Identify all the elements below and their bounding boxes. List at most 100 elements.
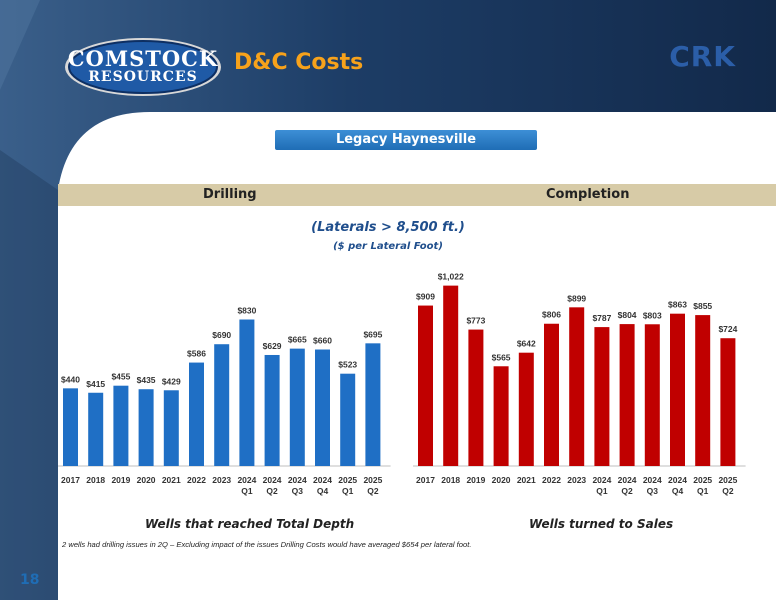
data-label: $586 — [187, 349, 206, 359]
category-tick-label: Q2 — [266, 486, 278, 496]
category-tick-label: Q1 — [241, 486, 253, 496]
category-tick-label: 2024 — [592, 475, 611, 485]
data-label: $830 — [237, 306, 256, 316]
category-tick-label: 2024 — [263, 475, 282, 485]
category-tick-label: 2021 — [517, 475, 536, 485]
completion-bar — [720, 338, 736, 466]
drilling-bar — [163, 390, 179, 466]
footnote: 2 wells had drilling issues in 2Q – Excl… — [62, 540, 472, 549]
drilling-bar — [315, 349, 330, 466]
category-tick-label: 2018 — [86, 475, 105, 485]
company-logo: COMSTOCK RESOURCES — [64, 37, 222, 97]
section-label: Legacy Haynesville — [275, 130, 537, 150]
completion-bar — [569, 307, 585, 466]
category-tick-label: 2022 — [187, 475, 206, 485]
category-tick-label: 2025 — [338, 475, 357, 485]
category-tick-label: 2024 — [237, 475, 256, 485]
completion-bar — [695, 315, 711, 466]
data-label: $1,022 — [438, 272, 464, 282]
data-label: $523 — [338, 360, 357, 370]
completion-bar — [518, 352, 534, 466]
data-label: $415 — [86, 379, 105, 389]
category-tick-label: Q2 — [367, 486, 379, 496]
category-tick-label: 2018 — [441, 475, 460, 485]
completion-bar — [594, 327, 610, 466]
category-tick-label: 2019 — [111, 475, 130, 485]
logo-line1: COMSTOCK — [67, 46, 219, 71]
data-label: $724 — [718, 324, 737, 334]
completion-bar — [418, 305, 433, 466]
data-label: $629 — [263, 341, 282, 351]
category-tick-label: Q3 — [292, 486, 304, 496]
data-label: $787 — [592, 313, 611, 323]
data-label: $660 — [313, 336, 332, 346]
completion-bar — [468, 329, 484, 466]
data-label: $909 — [416, 292, 435, 302]
drilling-bar — [138, 389, 154, 466]
chart-subtitle: (Laterals > 8,500 ft.) — [311, 220, 465, 235]
category-tick-label: 2024 — [288, 475, 307, 485]
data-label: $665 — [288, 335, 307, 345]
drilling-bar — [239, 319, 255, 466]
chart-unit: ($ per Lateral Foot) — [333, 241, 443, 252]
completion-bar — [544, 323, 559, 466]
completion-bar — [670, 313, 685, 466]
category-tick-label: 2024 — [618, 475, 637, 485]
category-tick-label: 2025 — [693, 475, 712, 485]
drilling-bar — [289, 348, 305, 466]
drilling-axis-label: Wells that reached Total Depth — [145, 517, 355, 531]
category-tick-label: 2019 — [466, 475, 485, 485]
completion-header: Completion — [546, 187, 630, 202]
data-label: $863 — [668, 300, 687, 310]
category-tick-label: 2022 — [542, 475, 561, 485]
category-tick-label: Q4 — [317, 486, 329, 496]
data-label: $455 — [111, 372, 130, 382]
category-tick-label: 2024 — [668, 475, 687, 485]
category-tick-label: 2025 — [363, 475, 382, 485]
completion-bar — [619, 324, 635, 466]
data-label: $803 — [643, 310, 662, 320]
drilling-header: Drilling — [203, 187, 257, 202]
data-label: $806 — [542, 310, 561, 320]
data-label: $695 — [363, 329, 382, 339]
category-tick-label: Q2 — [722, 486, 734, 496]
data-label: $429 — [162, 376, 181, 386]
completion-axis-label: Wells turned to Sales — [529, 517, 674, 531]
completion-bar — [443, 285, 459, 466]
data-label: $899 — [567, 293, 586, 303]
category-tick-label: 2020 — [137, 475, 156, 485]
data-label: $565 — [492, 352, 511, 362]
category-tick-label: 2017 — [61, 475, 80, 485]
category-tick-label: Q3 — [647, 486, 659, 496]
drilling-bar — [365, 343, 381, 466]
completion-bar — [493, 366, 509, 466]
category-tick-label: 2024 — [313, 475, 332, 485]
category-tick-label: 2025 — [718, 475, 737, 485]
data-label: $642 — [517, 339, 536, 349]
category-tick-label: Q1 — [342, 486, 354, 496]
drilling-bar — [88, 392, 104, 466]
drilling-bar — [264, 354, 280, 466]
completion-bar — [644, 324, 660, 466]
ticker-logo: CRK — [669, 40, 736, 73]
drilling-bar — [113, 385, 129, 466]
category-tick-label: Q2 — [621, 486, 633, 496]
category-band: Drilling Completion — [58, 184, 776, 206]
drilling-bar — [340, 373, 356, 466]
drilling-bar — [214, 344, 230, 466]
data-label: $440 — [61, 374, 80, 384]
drilling-bar — [189, 362, 204, 466]
category-tick-label: 2021 — [162, 475, 181, 485]
logo-line2: RESOURCES — [88, 69, 198, 85]
data-label: $773 — [466, 316, 485, 326]
data-label: $435 — [137, 375, 156, 385]
category-tick-label: Q1 — [596, 486, 608, 496]
category-tick-label: 2023 — [567, 475, 586, 485]
category-tick-label: 2017 — [416, 475, 435, 485]
page-number: 18 — [20, 572, 40, 588]
category-tick-label: Q4 — [672, 486, 684, 496]
page-title: D&C Costs — [234, 50, 364, 75]
category-tick-label: 2020 — [492, 475, 511, 485]
